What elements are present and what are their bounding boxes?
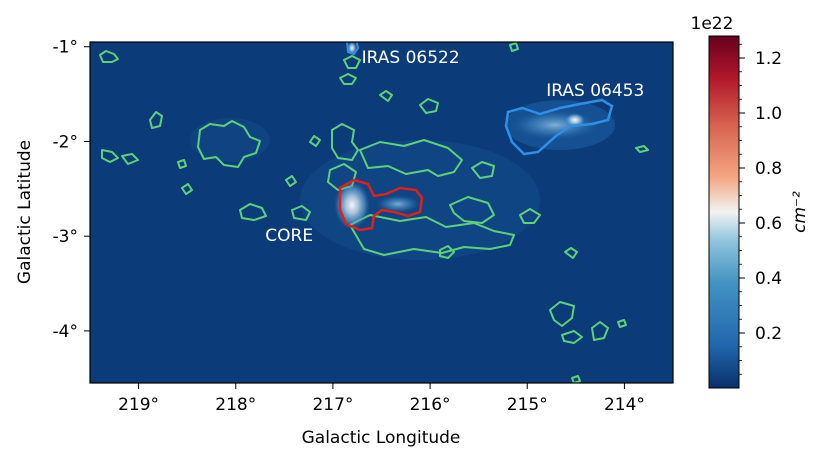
contour bbox=[291, 205, 311, 221]
iras-06453-peak bbox=[565, 113, 585, 127]
y-tick-label: -1° bbox=[53, 38, 78, 58]
y-axis-label: Galactic Latitude bbox=[15, 140, 35, 284]
contour bbox=[591, 321, 609, 341]
contour bbox=[419, 98, 439, 114]
colorbar-tick-label: 0.6 bbox=[755, 214, 782, 234]
iras-06453-contour bbox=[504, 98, 614, 156]
y-tick-label: -4° bbox=[53, 322, 78, 342]
contour bbox=[339, 73, 357, 85]
core-contour bbox=[338, 178, 424, 232]
x-tick-label: 214° bbox=[604, 395, 645, 415]
contour bbox=[285, 175, 297, 187]
colorbar-tick-label: 0.8 bbox=[755, 159, 782, 179]
contour bbox=[149, 111, 163, 129]
contour bbox=[471, 161, 495, 179]
contour bbox=[617, 319, 627, 328]
contour bbox=[342, 54, 362, 69]
colorbar-tick-label: 0.2 bbox=[755, 324, 782, 344]
contour bbox=[564, 247, 578, 259]
y-axis: -1° -2° -3° -4° bbox=[53, 38, 90, 342]
annotations: IRAS 06522 IRAS 06453 CORE bbox=[265, 48, 644, 246]
colorbar bbox=[708, 35, 740, 389]
contour bbox=[379, 90, 393, 102]
contour bbox=[449, 196, 495, 224]
contour bbox=[439, 245, 455, 259]
colorbar-label: cm⁻² bbox=[790, 191, 810, 233]
contour bbox=[331, 123, 359, 161]
x-axis: 219° 218° 217° 216° 215° 214° bbox=[118, 383, 645, 415]
contour bbox=[197, 120, 261, 168]
contour bbox=[549, 301, 575, 327]
contour bbox=[99, 50, 119, 63]
contour bbox=[181, 183, 193, 195]
contour bbox=[519, 208, 541, 224]
contour bbox=[239, 203, 267, 221]
y-tick-label: -2° bbox=[53, 132, 78, 152]
contour bbox=[561, 330, 583, 344]
x-axis-label: Galactic Longitude bbox=[302, 428, 461, 448]
contour bbox=[635, 145, 649, 153]
contour bbox=[349, 214, 515, 256]
diffuse-emission bbox=[190, 118, 270, 162]
iras-06522-contour bbox=[345, 42, 360, 56]
plot-frame bbox=[89, 41, 674, 384]
colorbar-axis: 0.2 0.4 0.6 0.8 1.0 1.2 bbox=[739, 43, 782, 375]
core-emission bbox=[376, 195, 420, 213]
contour bbox=[177, 159, 187, 169]
colorbar-tick-label: 1.0 bbox=[755, 104, 782, 124]
contour bbox=[571, 375, 581, 383]
contour bbox=[359, 139, 463, 177]
colorbar-offset-text: 1e22 bbox=[691, 14, 734, 34]
contour bbox=[309, 135, 321, 147]
colorbar-tick-label: 1.2 bbox=[755, 49, 782, 69]
map-features bbox=[99, 42, 649, 383]
x-tick-label: 217° bbox=[312, 395, 353, 415]
annotation-label: IRAS 06453 bbox=[546, 81, 644, 101]
contour bbox=[101, 149, 119, 163]
green-contours bbox=[99, 42, 649, 383]
x-tick-label: 216° bbox=[410, 395, 451, 415]
colorbar-tick-label: 0.4 bbox=[755, 269, 782, 289]
x-tick-label: 218° bbox=[215, 395, 256, 415]
y-tick-label: -3° bbox=[53, 227, 78, 247]
x-tick-label: 219° bbox=[118, 395, 159, 415]
annotation-label: CORE bbox=[265, 226, 313, 246]
annotation-label: IRAS 06522 bbox=[362, 48, 460, 68]
contour bbox=[509, 42, 519, 52]
contour bbox=[121, 153, 139, 165]
x-tick-label: 215° bbox=[507, 395, 548, 415]
